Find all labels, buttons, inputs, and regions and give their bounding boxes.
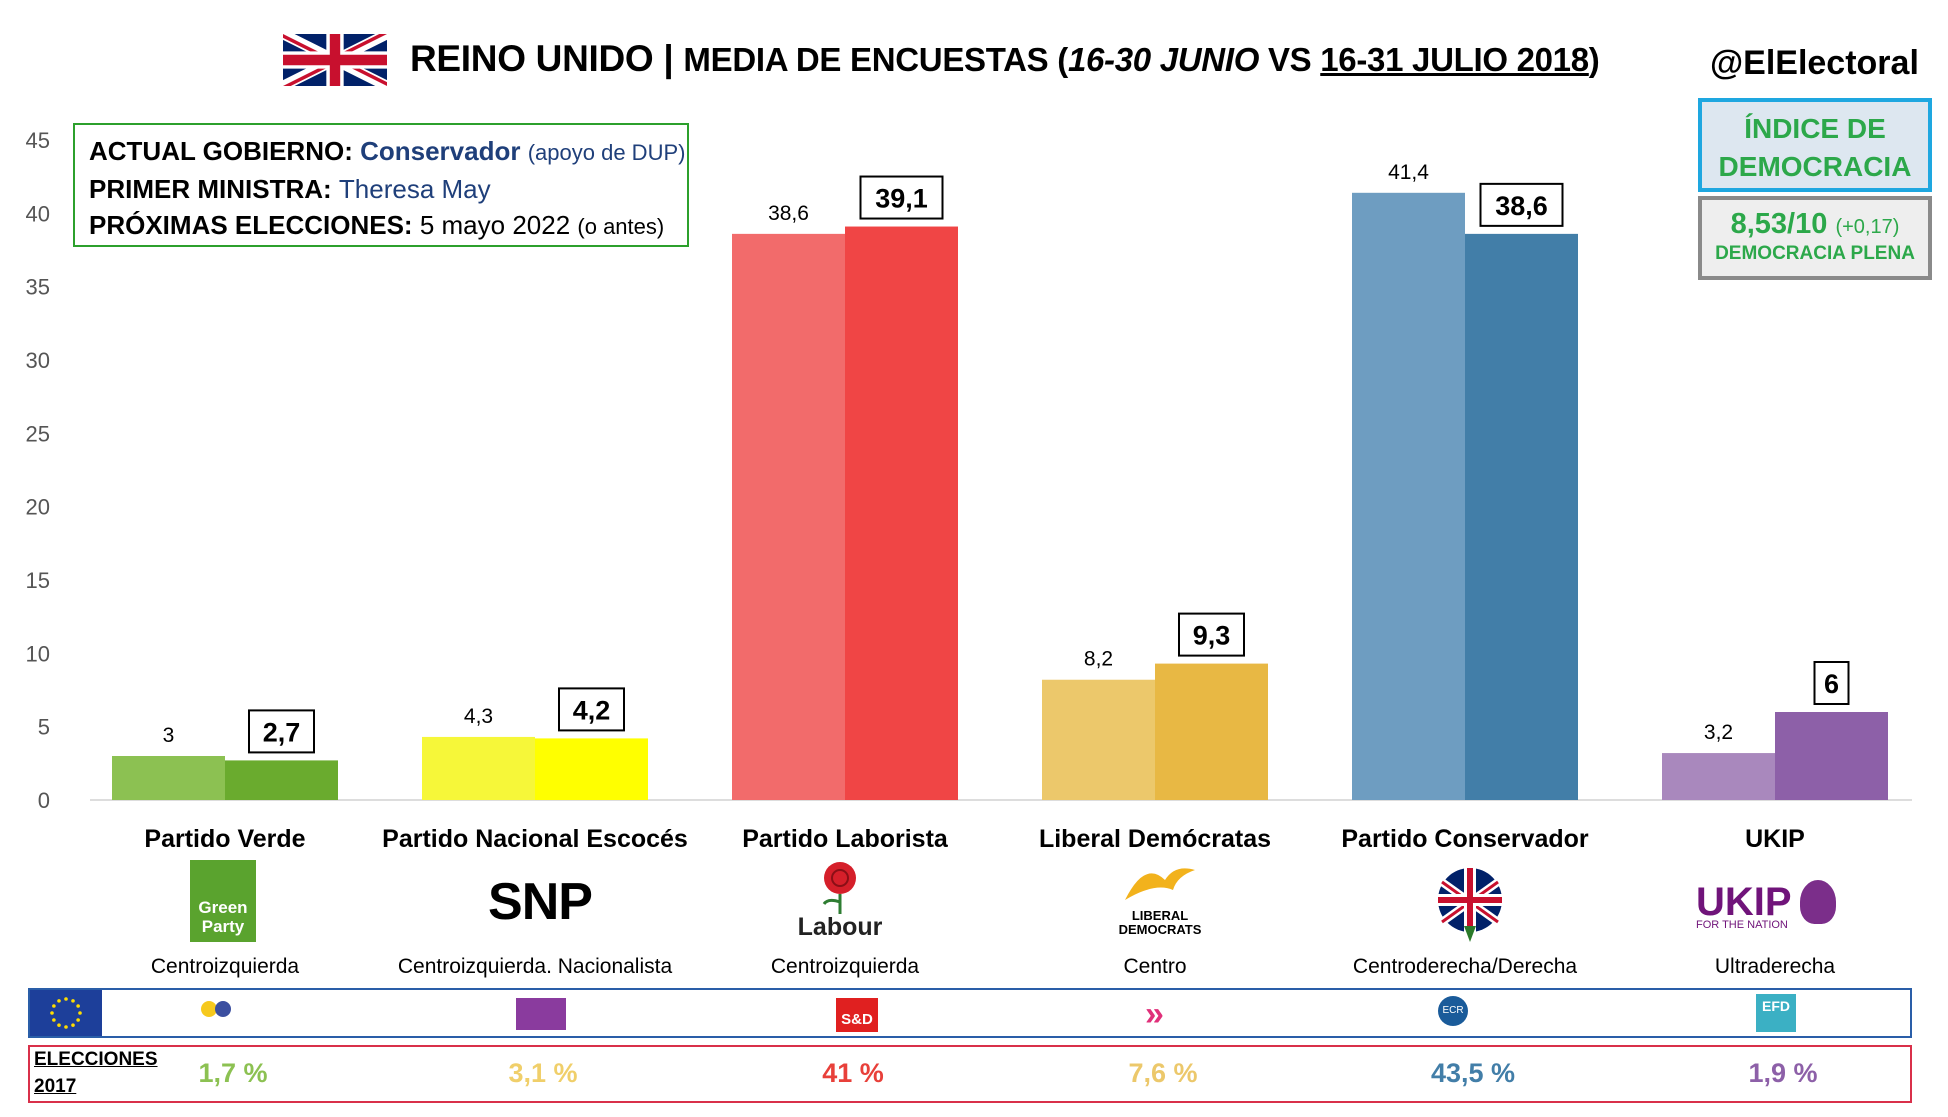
data-label-current: 39,1 bbox=[875, 184, 928, 214]
next-election-line: PRÓXIMAS ELECCIONES: 5 mayo 2022 (o ante… bbox=[89, 210, 665, 240]
data-label-box bbox=[248, 709, 315, 754]
ideology-label: Centroizquierda. Nacionalista bbox=[397, 955, 673, 978]
chart-title: REINO UNIDO | MEDIA DE ENCUESTAS (16-30 … bbox=[410, 38, 1600, 79]
election-2017-value: 7,6 % bbox=[1128, 1058, 1198, 1088]
data-label-current: 2,7 bbox=[263, 717, 301, 747]
data-label-current: 9,3 bbox=[1193, 621, 1231, 651]
data-label-previous: 38,6 bbox=[768, 202, 809, 225]
y-tick-label: 5 bbox=[38, 715, 50, 740]
eu-flag-icon bbox=[30, 990, 102, 1036]
bar-current bbox=[225, 760, 338, 800]
bar-previous bbox=[112, 756, 225, 800]
eu-group-row bbox=[28, 988, 1912, 1038]
tree-icon bbox=[1438, 868, 1502, 942]
elections-2017-row bbox=[28, 1045, 1912, 1103]
democracy-index-title: ÍNDICE DE DEMOCRACIA bbox=[1698, 98, 1932, 192]
bar-current bbox=[1155, 663, 1268, 800]
bar-previous bbox=[1662, 753, 1775, 800]
bar-previous bbox=[422, 736, 535, 800]
ukip-logo: UKIP FOR THE NATION bbox=[1696, 880, 1856, 931]
election-2017-value: 3,1 % bbox=[508, 1058, 578, 1088]
y-tick-label: 35 bbox=[26, 275, 50, 300]
uk-flag-icon bbox=[283, 29, 387, 91]
y-tick-label: 25 bbox=[26, 421, 50, 446]
data-label-box bbox=[859, 175, 944, 220]
ideology-label: Centroizquierda bbox=[150, 955, 300, 978]
democracy-index-value: 8,53/10 (+0,17) DEMOCRACIA PLENA bbox=[1698, 196, 1932, 280]
data-label-box bbox=[1479, 182, 1564, 227]
category-label: Partido Laborista bbox=[742, 825, 948, 853]
bird-icon bbox=[1125, 868, 1195, 900]
data-label-current: 4,2 bbox=[573, 695, 611, 725]
ecr-icon: ECR bbox=[1438, 996, 1468, 1026]
pm-line: PRIMER MINISTRA: Theresa May bbox=[89, 174, 491, 204]
y-tick-label: 10 bbox=[26, 641, 50, 666]
category-label: Partido Nacional Escocés bbox=[382, 825, 688, 853]
bar-previous bbox=[732, 233, 845, 800]
greens-efa-icon bbox=[196, 998, 240, 1028]
bar-previous bbox=[1042, 679, 1155, 800]
alde-icon: » bbox=[1145, 995, 1164, 1033]
category-label: UKIP bbox=[1745, 825, 1805, 853]
gue-ngl-icon bbox=[516, 998, 566, 1030]
efd-icon: EFD bbox=[1756, 994, 1796, 1032]
bar-previous bbox=[1352, 192, 1465, 801]
government-info-box: ACTUAL GOBIERNO: Conservador (apoyo de D… bbox=[73, 123, 689, 247]
y-tick-label: 0 bbox=[38, 788, 50, 813]
lion-icon bbox=[1800, 880, 1837, 924]
election-2017-value: 1,7 % bbox=[198, 1058, 268, 1088]
labour-logo: Labour bbox=[780, 858, 900, 942]
data-label-box bbox=[1813, 661, 1850, 705]
y-tick-label: 40 bbox=[26, 201, 50, 226]
data-label-previous: 3,2 bbox=[1704, 721, 1733, 744]
elections-2017-label: ELECCIONES 2017 bbox=[34, 1049, 158, 1097]
y-tick-label: 30 bbox=[26, 348, 50, 373]
category-label: Partido Verde bbox=[144, 825, 306, 853]
bar-current bbox=[1465, 233, 1578, 800]
ideology-label: Centroizquierda bbox=[770, 955, 920, 978]
y-tick-label: 15 bbox=[26, 568, 50, 593]
libdem-logo: LIBERAL DEMOCRATS bbox=[1100, 860, 1220, 937]
data-label-current: 38,6 bbox=[1495, 191, 1548, 221]
data-label-previous: 41,4 bbox=[1388, 161, 1429, 184]
category-label: Liberal Demócratas bbox=[1038, 825, 1272, 853]
ideology-label: Ultraderecha bbox=[1714, 955, 1836, 978]
source-handle: @ElElectoral bbox=[1710, 44, 1919, 82]
gov-line: ACTUAL GOBIERNO: Conservador (apoyo de D… bbox=[89, 136, 686, 166]
data-label-current: 6 bbox=[1824, 669, 1839, 699]
snp-logo: SNP bbox=[488, 873, 593, 931]
election-2017-value: 1,9 % bbox=[1748, 1058, 1818, 1088]
bar-current bbox=[845, 226, 958, 801]
conservative-logo bbox=[1420, 866, 1520, 942]
election-2017-value: 43,5 % bbox=[1430, 1058, 1516, 1088]
data-label-box bbox=[558, 687, 625, 732]
election-2017-value: 41 % bbox=[822, 1058, 884, 1088]
sd-group-icon: S&D bbox=[836, 998, 878, 1032]
y-tick-label: 45 bbox=[26, 128, 50, 153]
y-tick-label: 20 bbox=[26, 495, 50, 520]
green-party-logo: Green Party bbox=[190, 860, 256, 942]
ideology-label: Centro bbox=[1123, 955, 1187, 978]
ideology-label: Centroderecha/Derecha bbox=[1352, 955, 1578, 978]
data-label-previous: 8,2 bbox=[1084, 648, 1113, 671]
category-label: Partido Conservador bbox=[1341, 825, 1589, 853]
data-label-box bbox=[1178, 612, 1245, 657]
bar-current bbox=[1775, 712, 1888, 800]
rose-icon bbox=[822, 862, 856, 914]
bar-current bbox=[535, 738, 648, 800]
data-label-previous: 3 bbox=[163, 724, 175, 747]
data-label-previous: 4,3 bbox=[464, 705, 493, 728]
